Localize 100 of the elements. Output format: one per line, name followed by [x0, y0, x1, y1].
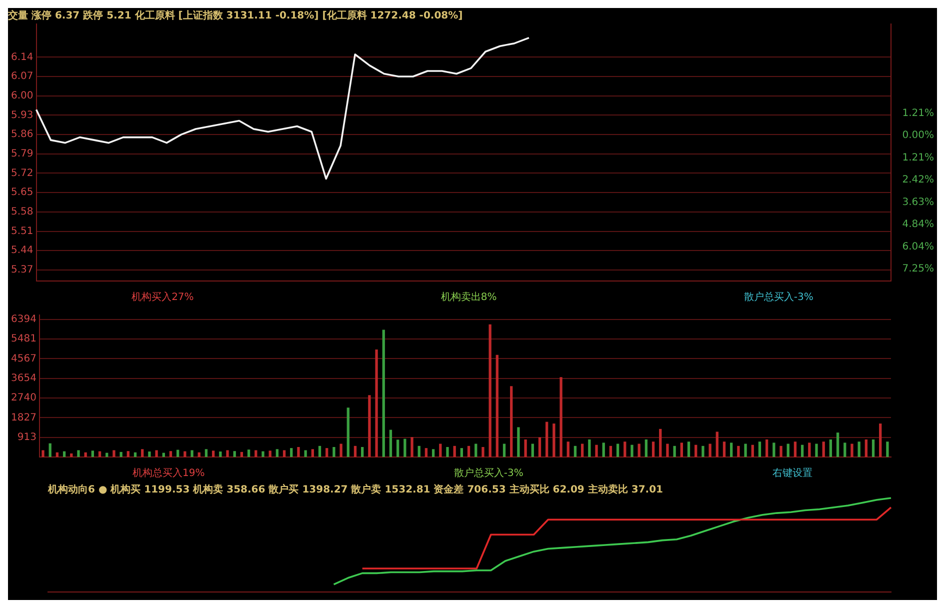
bar — [496, 354, 498, 457]
bar — [502, 444, 506, 457]
bar — [673, 446, 676, 457]
y2-tick-label: 0.00% — [902, 130, 934, 142]
bar — [204, 449, 208, 457]
y2-tick-label: 3.63% — [902, 196, 934, 208]
bar — [680, 442, 683, 457]
bar — [531, 444, 534, 457]
bar — [858, 442, 860, 457]
bar — [304, 450, 307, 457]
bar — [311, 449, 314, 457]
bar — [233, 451, 236, 457]
bar — [864, 439, 868, 457]
y-tick-label: 5.44 — [11, 245, 34, 256]
bar — [844, 442, 846, 457]
bar — [850, 444, 854, 457]
bar — [808, 442, 811, 457]
bar — [644, 439, 648, 457]
bar — [630, 444, 634, 457]
bar — [836, 432, 840, 457]
bar — [560, 377, 562, 457]
bar — [176, 450, 180, 457]
bar — [602, 442, 605, 457]
bar — [297, 446, 300, 457]
bar — [730, 442, 733, 457]
bar — [758, 442, 762, 457]
bar — [262, 451, 264, 457]
bar — [169, 451, 172, 457]
bar — [872, 439, 875, 457]
text: 散户总买入-3% — [454, 466, 524, 481]
y-tick-label: 5.79 — [11, 148, 34, 160]
bar — [396, 440, 400, 457]
bar — [134, 452, 137, 457]
bar — [424, 448, 428, 457]
bar — [84, 452, 87, 457]
y2-tick-label: 1.21% — [902, 108, 934, 119]
bar — [708, 444, 712, 457]
bar — [56, 452, 59, 457]
bar — [595, 444, 598, 457]
bar — [652, 442, 655, 457]
bar — [190, 450, 194, 457]
bar — [48, 443, 52, 457]
bar — [290, 448, 293, 457]
bar — [268, 450, 272, 457]
bar — [737, 446, 740, 457]
bar — [219, 452, 222, 457]
bar — [98, 451, 102, 457]
y-tick-label: 5.37 — [11, 264, 34, 276]
bar — [332, 446, 336, 457]
bar — [765, 439, 768, 457]
bar — [510, 386, 513, 457]
bar — [70, 453, 73, 457]
bar — [389, 430, 392, 457]
bar — [546, 422, 548, 457]
bar — [482, 446, 484, 457]
bar — [439, 444, 442, 457]
y2-tick-label: 1.21% — [902, 152, 934, 164]
bar — [574, 446, 577, 457]
y-tick-label: 6.00 — [11, 90, 34, 102]
bar — [91, 450, 94, 457]
text: 机构买入27% — [132, 290, 194, 305]
bar — [155, 450, 158, 457]
y-tick-label: 1827 — [10, 412, 36, 424]
bar — [879, 424, 882, 457]
bar — [453, 446, 456, 457]
y2-tick-label: 4.84% — [902, 219, 934, 230]
y2-tick-label: 6.04% — [902, 241, 934, 252]
bar — [432, 449, 435, 457]
text: 右键设置 — [772, 466, 812, 481]
bar — [382, 330, 385, 457]
bar — [886, 442, 889, 457]
bar — [276, 449, 279, 457]
text: 机构卖出8% — [440, 290, 497, 305]
bar — [240, 452, 244, 457]
bar — [148, 452, 151, 457]
bar — [666, 444, 669, 457]
bar — [772, 442, 776, 457]
bar — [368, 395, 371, 457]
bar — [609, 446, 612, 457]
y-tick-label: 6.07 — [11, 71, 34, 82]
y-tick-label: 5.51 — [11, 226, 34, 237]
bar — [467, 446, 470, 457]
bar — [702, 446, 704, 457]
bar — [822, 442, 825, 457]
bar — [716, 432, 718, 457]
bar — [340, 444, 342, 457]
bar — [794, 442, 797, 457]
bar — [126, 451, 130, 457]
bar — [517, 427, 520, 457]
bar — [538, 437, 542, 457]
bar — [375, 350, 378, 457]
text: 散户总买入-3% — [744, 290, 814, 305]
y-tick-label: 5.93 — [11, 110, 34, 121]
bar — [141, 449, 144, 457]
bar — [829, 439, 832, 457]
bar — [404, 438, 406, 457]
bar — [460, 448, 464, 457]
bar — [226, 450, 229, 457]
bar — [474, 444, 478, 457]
bar — [588, 439, 591, 457]
